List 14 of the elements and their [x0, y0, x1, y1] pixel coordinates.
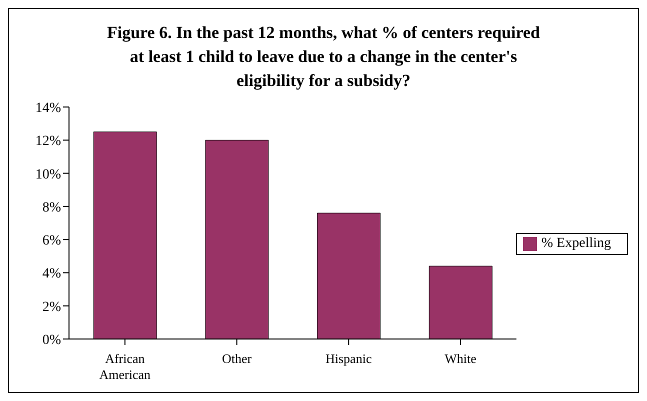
y-tick-label: 8% — [42, 200, 62, 216]
y-tick-label: 10% — [35, 167, 62, 182]
y-tick-label: 2% — [42, 300, 62, 315]
x-tick-label: Hispanic — [326, 351, 372, 366]
x-tick-label: Other — [222, 351, 252, 366]
y-tick-label: 0% — [42, 332, 62, 348]
y-tick-label: 12% — [35, 134, 62, 150]
legend-label: % Expelling — [541, 236, 611, 251]
y-tick-label: 4% — [42, 266, 62, 282]
x-tick-label: White — [444, 351, 477, 366]
y-tick-label: 6% — [42, 234, 62, 249]
y-tick-label: 14% — [35, 100, 62, 116]
x-tick-label: African American — [99, 351, 152, 382]
chart-title: Figure 6. In the past 12 months, what % of centers required at least 1 child to leave due to a change in the center's eligibility for a subsidy? — [106, 22, 542, 92]
